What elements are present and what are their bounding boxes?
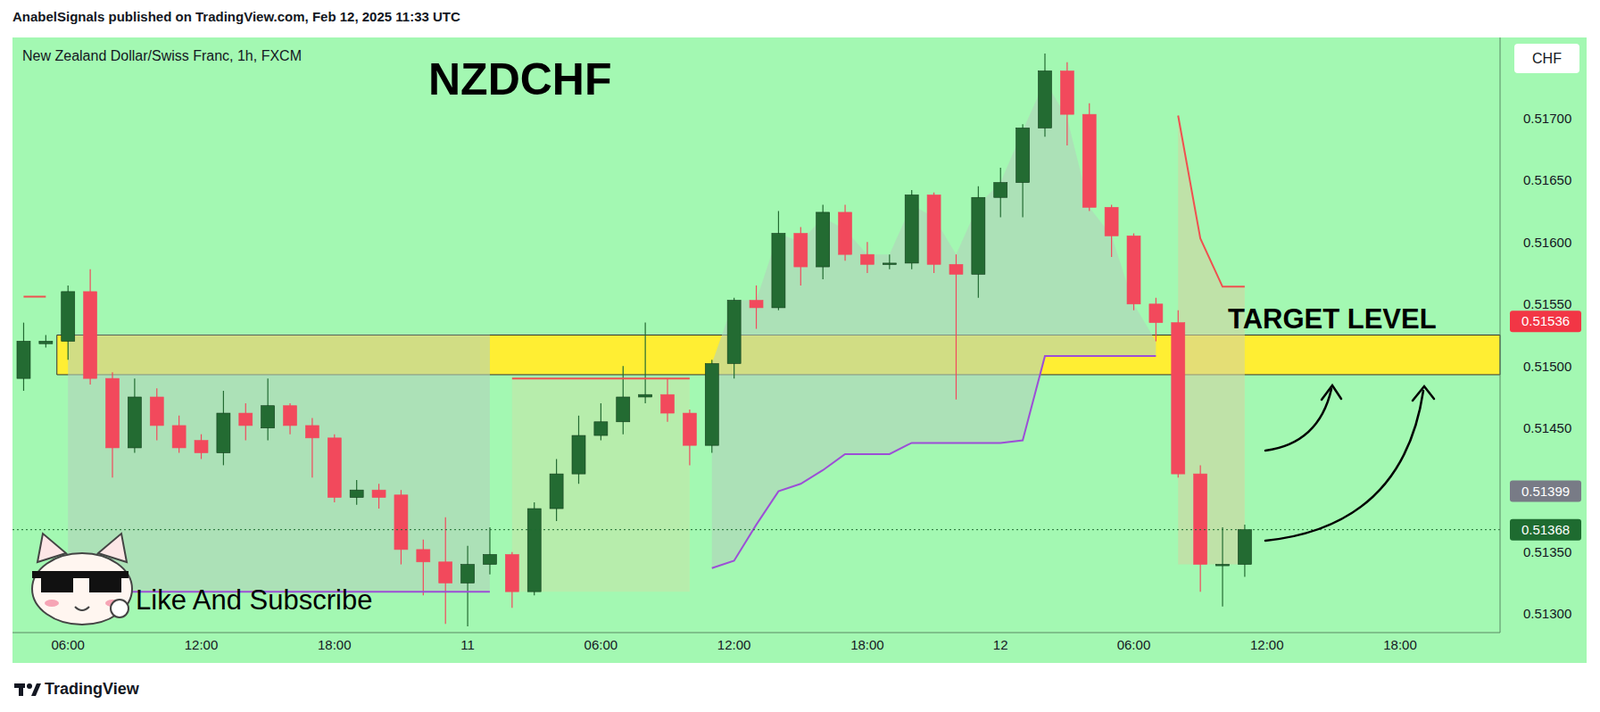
svg-text:0.51350: 0.51350 xyxy=(1523,544,1572,560)
svg-text:0.51600: 0.51600 xyxy=(1523,234,1572,250)
svg-text:0.51536: 0.51536 xyxy=(1521,313,1570,329)
svg-text:0.51700: 0.51700 xyxy=(1523,110,1572,126)
svg-text:0.51450: 0.51450 xyxy=(1523,420,1572,436)
svg-text:0.51650: 0.51650 xyxy=(1523,172,1572,188)
svg-text:18:00: 18:00 xyxy=(850,637,885,653)
svg-text:12:00: 12:00 xyxy=(1250,637,1285,653)
html-text:TARGET LEVEL: TARGET LEVEL xyxy=(1227,303,1437,335)
html-text:New Zealand Dollar/Swiss Franc: New Zealand Dollar/Swiss Franc, 1h, FXCM xyxy=(22,48,302,64)
html-text:TradingView: TradingView xyxy=(44,679,139,698)
html-text:CHF: CHF xyxy=(1532,50,1562,66)
html-text:AnabelSignals published on Tra: AnabelSignals published on TradingView.c… xyxy=(12,8,461,25)
svg-text:18:00: 18:00 xyxy=(1383,637,1418,653)
svg-text:06:00: 06:00 xyxy=(584,637,619,653)
svg-text:11: 11 xyxy=(460,637,475,653)
svg-text:0.51300: 0.51300 xyxy=(1523,605,1572,622)
svg-text:12:00: 12:00 xyxy=(184,637,219,653)
svg-text:0.51500: 0.51500 xyxy=(1523,358,1572,374)
svg-text:0.51399: 0.51399 xyxy=(1521,483,1570,499)
svg-text:0.51368: 0.51368 xyxy=(1521,522,1570,538)
html-text:Like And Subscribe: Like And Subscribe xyxy=(135,584,373,616)
svg-text:0.51550: 0.51550 xyxy=(1523,296,1572,312)
svg-text:06:00: 06:00 xyxy=(1117,637,1152,653)
svg-text:12:00: 12:00 xyxy=(717,637,752,653)
svg-text:18:00: 18:00 xyxy=(317,637,352,653)
html-text:NZDCHF: NZDCHF xyxy=(428,54,612,105)
svg-text:12: 12 xyxy=(993,637,1009,653)
svg-text:06:00: 06:00 xyxy=(50,637,85,653)
